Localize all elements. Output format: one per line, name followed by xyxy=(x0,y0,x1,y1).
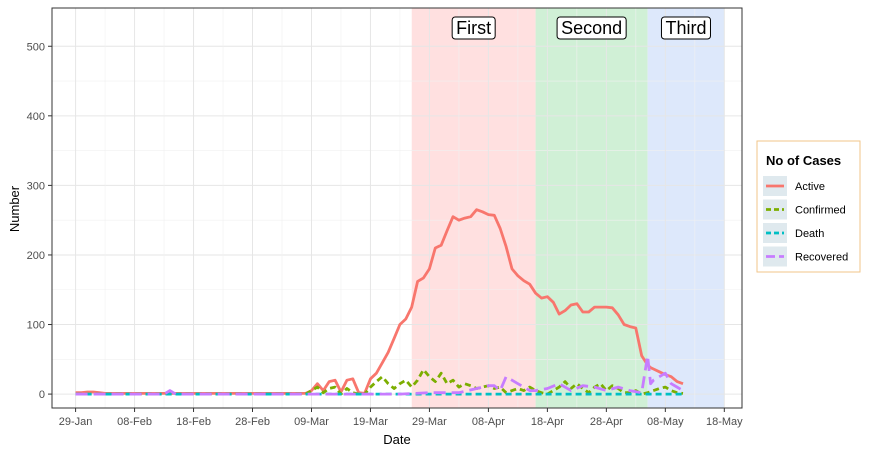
x-axis: 29-Jan 08-Feb 18-Feb 28-Feb 09-Mar 19-Mar 29-M… xyxy=(59,408,743,428)
y-tick-label: 200 xyxy=(27,250,45,262)
plot-border xyxy=(51,7,743,409)
legend-label-death: Death xyxy=(795,228,824,240)
x-tick-label: 28-Feb xyxy=(235,416,270,428)
series-line-active xyxy=(75,208,684,395)
legend-entries: Active Confirmed Death Recovered xyxy=(763,176,848,267)
phase-label-box xyxy=(451,16,496,40)
x-tick-label: 18-Feb xyxy=(176,416,211,428)
x-tick-label: 28-Apr xyxy=(590,416,623,428)
x-tick-label: 18-Apr xyxy=(531,416,564,428)
x-tick-label: 18-May xyxy=(706,416,743,428)
x-tick-label: 29-Mar xyxy=(412,416,447,428)
x-tick-label: 19-Mar xyxy=(353,416,388,428)
x-tick-label: 09-Mar xyxy=(294,416,329,428)
phase-bands xyxy=(411,8,725,408)
y-axis-title: Number xyxy=(7,185,22,232)
phase-label-second: Second xyxy=(561,18,622,38)
series-line-recovered xyxy=(75,354,684,396)
y-tick-label: 500 xyxy=(27,41,45,53)
y-tick-label: 0 xyxy=(39,389,45,401)
legend-label-recovered: Recovered xyxy=(795,252,848,264)
series-line-confirmed xyxy=(75,368,684,396)
y-axis: 0 100 200 300 400 500 xyxy=(27,41,52,401)
phase-band-second xyxy=(535,8,648,408)
y-tick-label: 400 xyxy=(27,111,45,123)
phase-band-third xyxy=(647,8,725,408)
x-tick-label: 08-May xyxy=(647,416,684,428)
legend-title: No of Cases xyxy=(766,153,841,168)
legend-label-active: Active xyxy=(795,181,825,193)
phase-labels: First Second Third xyxy=(451,16,711,40)
phase-label-box xyxy=(660,16,711,40)
x-axis-title: Date xyxy=(383,432,410,447)
y-tick-label: 100 xyxy=(27,320,45,332)
phase-band-first xyxy=(411,8,536,408)
phase-label-box xyxy=(556,16,627,40)
x-tick-label: 08-Apr xyxy=(472,416,505,428)
phase-label-third: Third xyxy=(665,18,706,38)
x-tick-label: 29-Jan xyxy=(59,416,93,428)
y-tick-label: 300 xyxy=(27,180,45,192)
phase-label-first: First xyxy=(456,18,491,38)
legend: No of Cases Active Confirmed Death Recovere… xyxy=(756,140,861,273)
legend-label-confirmed: Confirmed xyxy=(795,205,846,217)
x-tick-label: 08-Feb xyxy=(117,416,152,428)
series-lines xyxy=(75,208,684,396)
